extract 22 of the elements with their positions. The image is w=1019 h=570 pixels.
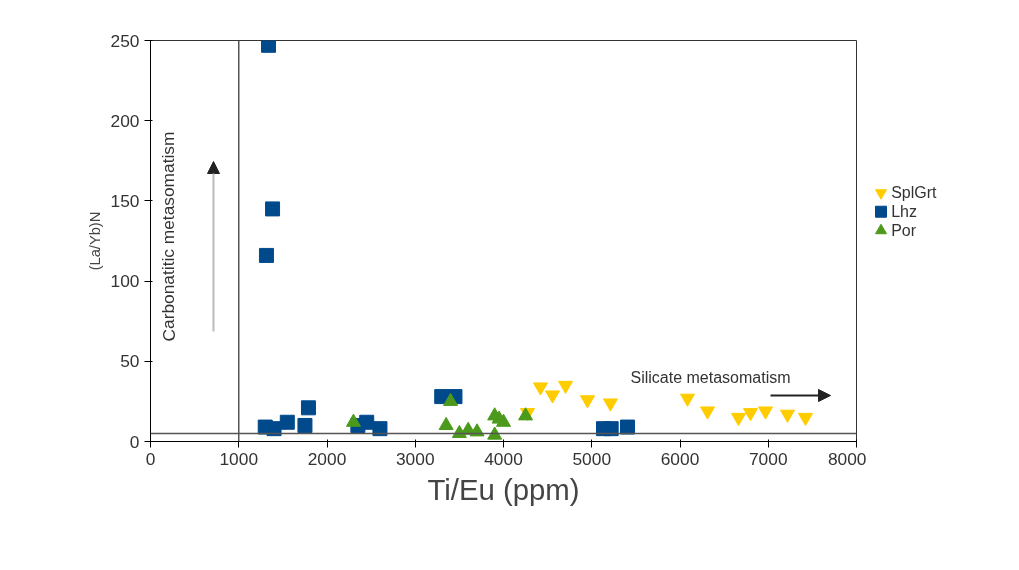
x-tick-label: 3000 [395,448,435,469]
x-tick-label: 5000 [572,448,612,469]
legend-label: SplGrt [891,184,938,202]
x-axis-title: Ti/Eu (ppm) [427,472,580,506]
y-tick-label: 150 [110,190,140,211]
x-tick-label: 6000 [660,448,700,469]
y-tick-label: 250 [110,30,140,51]
x-tick-label: 2000 [307,448,347,469]
legend-label: Por [891,222,917,240]
y-tick-label: 50 [120,351,140,372]
x-tick-label: 4000 [484,448,523,469]
y-tick-label: 0 [129,431,140,452]
y-tick-label: 200 [110,110,140,131]
legend-label: Lhz [891,203,917,221]
x-tick-label: 0 [145,448,156,469]
y-tick-label: 100 [110,271,140,292]
x-tick-label: 7000 [748,448,788,469]
y-axis-title: (La/Yb)N [86,211,103,271]
x-tick-label: 8000 [827,448,867,469]
annotation: Silicate metasomatism [630,368,791,386]
annotation: Carbonatitic metasomatism [158,131,179,342]
x-tick-label: 1000 [219,448,259,469]
